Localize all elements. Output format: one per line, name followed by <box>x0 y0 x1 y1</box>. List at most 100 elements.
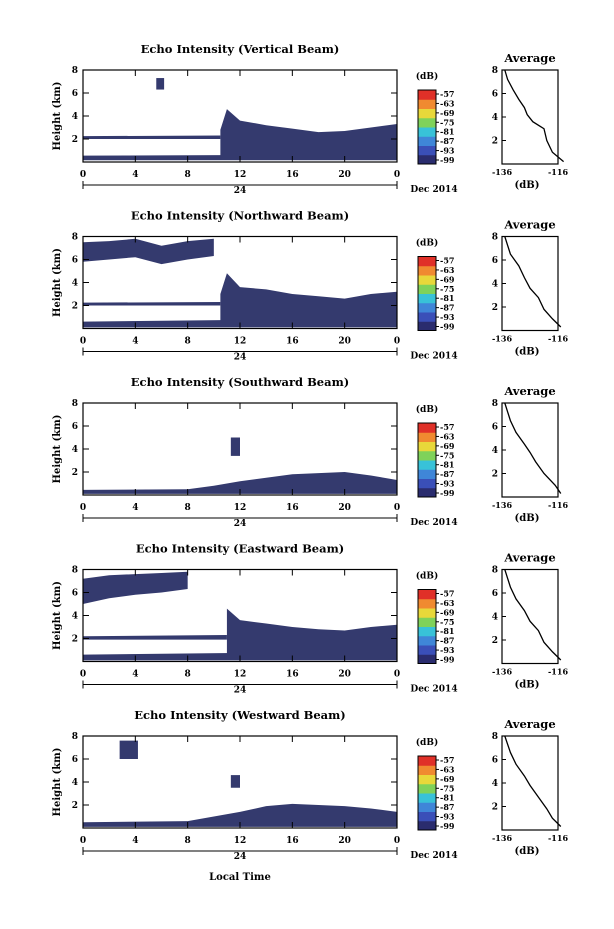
y-tick-label: 4 <box>72 778 78 788</box>
average-y-tick-label: 8 <box>492 66 498 76</box>
echo-layer <box>230 437 240 456</box>
average-x-tick-label: -116 <box>548 833 568 843</box>
x-tick-label: 4 <box>132 170 138 180</box>
colorbar-tick-label: -81 <box>440 626 454 636</box>
average-profile-line <box>504 69 565 163</box>
colorbar-segment <box>418 90 436 100</box>
average-y-tick-label: 2 <box>492 303 498 313</box>
colorbar-label: (dB) <box>416 571 438 582</box>
average-title: Average <box>503 384 555 398</box>
echo-layer <box>220 109 397 159</box>
average-frame <box>501 735 559 831</box>
x-tick-label: 12 <box>234 503 247 513</box>
colorbar-segment <box>418 783 436 794</box>
colorbar-tick-label: -57 <box>440 589 454 599</box>
day-label: 24 <box>234 519 247 529</box>
colorbar-segment <box>418 99 436 109</box>
colorbar-tick-label: -69 <box>440 441 455 451</box>
colorbar-tick-label: -93 <box>440 312 455 322</box>
x-tick-label: 12 <box>234 670 247 680</box>
colorbar-frame <box>417 89 437 165</box>
y-tick-label: 8 <box>72 566 78 576</box>
average-x-tick-label: -116 <box>548 167 568 177</box>
colorbar-segment <box>418 321 436 331</box>
y-tick-label: 2 <box>72 635 78 645</box>
average-x-label: (dB) <box>515 513 540 524</box>
colorbar-segment <box>418 154 436 165</box>
x-tick-label: 8 <box>185 670 191 680</box>
colorbar-tick-label: -69 <box>440 274 455 284</box>
colorbar-frame <box>417 256 437 331</box>
day-label: 24 <box>234 686 247 696</box>
average-x-tick-label: -136 <box>492 667 512 677</box>
y-tick-label: 2 <box>72 302 78 312</box>
date-label: Dec 2014 <box>410 685 457 695</box>
echo-layer <box>230 775 240 788</box>
y-tick-label: 8 <box>72 732 78 742</box>
colorbar-tick-label: -87 <box>440 469 454 479</box>
colorbar-segment <box>418 756 436 766</box>
colorbar-tick-label: -99 <box>440 655 455 665</box>
x-tick-label: 0 <box>80 337 86 347</box>
x-tick-label: 8 <box>185 337 191 347</box>
x-tick-label: 0 <box>394 836 400 846</box>
x-tick-label: 4 <box>132 670 138 680</box>
beam-panel-3 <box>82 568 562 689</box>
colorbar-segment <box>418 460 436 470</box>
panel-title: Echo Intensity (Northward Beam) <box>131 209 349 223</box>
colorbar-tick-label: -87 <box>440 303 454 313</box>
average-y-tick-label: 4 <box>492 446 498 456</box>
average-x-tick-label: -136 <box>492 167 512 177</box>
y-tick-label: 4 <box>72 112 78 122</box>
average-y-tick-label: 6 <box>492 756 498 766</box>
colorbar-segment <box>418 423 436 433</box>
echo-layer <box>83 571 188 604</box>
colorbar-tick-label: -99 <box>440 821 455 831</box>
day-label: 24 <box>234 353 247 363</box>
colorbar-tick-label: -81 <box>440 127 454 137</box>
colorbar-segment <box>418 256 436 267</box>
colorbar-segment <box>418 117 436 128</box>
echo-layer <box>119 740 138 759</box>
average-y-tick-label: 2 <box>492 470 498 480</box>
average-y-tick-label: 6 <box>492 90 498 100</box>
average-x-tick-label: -116 <box>548 334 568 344</box>
panel-title: Echo Intensity (Westward Beam) <box>134 708 345 722</box>
y-tick-label: 2 <box>72 801 78 811</box>
colorbar-segment <box>418 802 436 812</box>
colorbar-tick-label: -63 <box>440 431 455 441</box>
x-tick-label: 4 <box>132 337 138 347</box>
colorbar-tick-label: -87 <box>440 636 454 646</box>
colorbar-segment <box>418 275 436 285</box>
x-tick-label: 4 <box>132 836 138 846</box>
colorbar-segment <box>418 589 436 600</box>
colorbar-segment <box>418 811 436 822</box>
y-axis-label: Height (km) <box>52 415 63 484</box>
colorbar-segment <box>418 608 436 618</box>
colorbar-label: (dB) <box>416 238 438 249</box>
colorbar-segment <box>418 284 436 294</box>
colorbar-tick-label: -87 <box>440 136 454 146</box>
echo-layer <box>83 472 397 494</box>
beam-panel-4 <box>82 735 562 855</box>
y-tick-label: 4 <box>72 279 78 289</box>
echo-layer <box>83 238 214 265</box>
date-label: Dec 2014 <box>410 185 457 195</box>
x-tick-label: 0 <box>394 503 400 513</box>
beam-panel-1 <box>82 235 562 356</box>
colorbar-tick-label: -57 <box>440 256 454 266</box>
average-y-tick-label: 4 <box>492 613 498 623</box>
echo-layer <box>156 78 165 90</box>
echo-layer <box>220 273 397 326</box>
average-y-tick-label: 2 <box>492 137 498 147</box>
x-tick-label: 0 <box>394 337 400 347</box>
colorbar-tick-label: -81 <box>440 793 454 803</box>
average-x-tick-label: -116 <box>548 667 568 677</box>
average-x-tick-label: -136 <box>492 334 512 344</box>
average-y-tick-label: 6 <box>492 589 498 599</box>
x-tick-label: 0 <box>394 670 400 680</box>
panel-title: Echo Intensity (Vertical Beam) <box>141 42 340 56</box>
average-x-label: (dB) <box>515 180 540 191</box>
x-tick-label: 4 <box>132 503 138 513</box>
average-y-tick-label: 4 <box>492 779 498 789</box>
